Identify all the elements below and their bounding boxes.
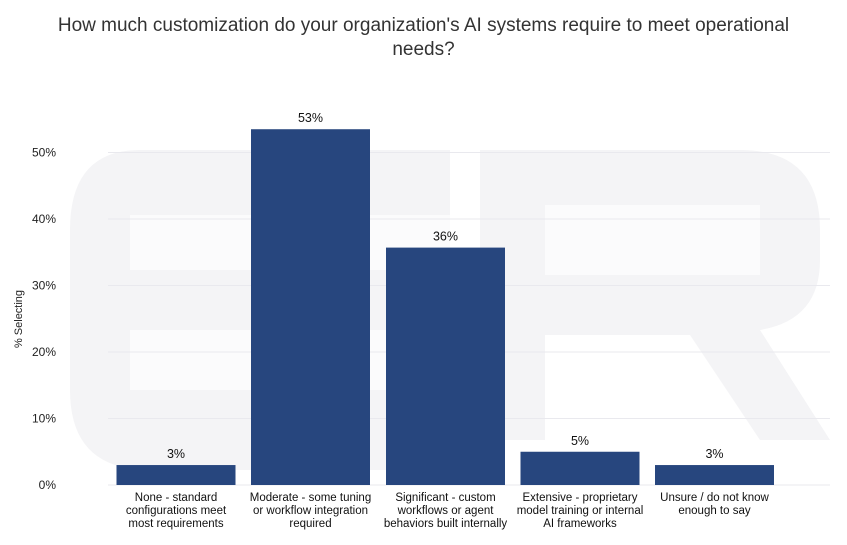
x-category-label-line: model training or internal bbox=[516, 505, 644, 517]
bar bbox=[116, 465, 236, 485]
x-category-label-line: behaviors built internally bbox=[383, 518, 508, 530]
x-category-label-line: most requirements bbox=[128, 518, 224, 530]
chart-title-line-1: How much customization do your organizat… bbox=[57, 15, 790, 36]
x-category-label-line: Extensive - proprietary bbox=[522, 492, 638, 504]
y-axis-ticks: 0% 10% 20% 30% 40% 50% bbox=[32, 146, 56, 493]
data-label: 3% bbox=[167, 447, 185, 461]
y-tick-label: 20% bbox=[32, 345, 56, 359]
x-category-label-line: Moderate - some tuning bbox=[249, 492, 372, 504]
bars bbox=[116, 129, 774, 485]
chart-title-line-2: needs? bbox=[392, 39, 455, 60]
y-tick-label: 30% bbox=[32, 279, 56, 293]
data-label: 3% bbox=[705, 447, 723, 461]
x-category-label-line: Significant - custom bbox=[395, 492, 496, 504]
x-category-label-line: enough to say bbox=[678, 505, 751, 517]
bar bbox=[655, 465, 774, 485]
x-category-label: Extensive - proprietary model training or… bbox=[512, 492, 648, 531]
x-category-label-line: or workflow integration bbox=[252, 505, 369, 517]
data-label: 36% bbox=[433, 230, 458, 244]
y-tick-label: 10% bbox=[32, 412, 56, 426]
y-tick-label: 50% bbox=[32, 146, 56, 160]
y-axis-label: % Selecting bbox=[13, 290, 25, 348]
x-category-label-line: configurations meet bbox=[125, 505, 227, 517]
y-tick-label: 0% bbox=[39, 478, 57, 492]
bar bbox=[251, 129, 370, 485]
x-category-label: None - standard configurations meet most r… bbox=[108, 492, 244, 531]
x-category-label-line: workflows or agent bbox=[397, 505, 494, 517]
data-label: 5% bbox=[571, 434, 589, 448]
bar bbox=[520, 451, 640, 485]
x-category-label: Unsure / do not know enough to say bbox=[647, 492, 783, 518]
bar bbox=[386, 247, 505, 485]
x-category-label-line: required bbox=[289, 518, 332, 530]
x-category-label: Significant - custom workflows or agent be… bbox=[378, 492, 514, 531]
x-category-label-line: None - standard bbox=[134, 492, 218, 504]
x-category-label-line: Unsure / do not know bbox=[660, 492, 769, 504]
data-labels: 3% 53% 36% 5% 3% bbox=[167, 111, 724, 461]
chart-title: How much customization do your organizat… bbox=[0, 14, 847, 62]
x-category-label: Moderate - some tuning or workflow integr… bbox=[243, 492, 379, 531]
data-label: 53% bbox=[298, 111, 323, 125]
y-tick-label: 40% bbox=[32, 212, 56, 226]
x-category-label-line: AI frameworks bbox=[543, 518, 617, 530]
